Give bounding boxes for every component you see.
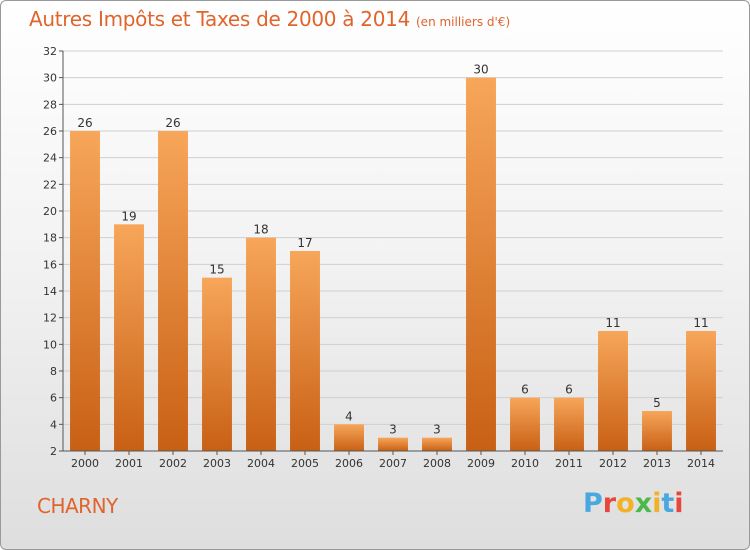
y-tick-label: 14 <box>43 285 57 298</box>
x-tick-label: 2005 <box>291 457 319 470</box>
bar-2011 <box>554 397 584 451</box>
y-tick-label: 22 <box>43 178 57 191</box>
proxiti-logo: Proxiti <box>583 488 684 519</box>
x-tick-label: 2000 <box>71 457 99 470</box>
x-tick-label: 2011 <box>555 457 583 470</box>
logo-letter: P <box>583 488 603 519</box>
bar-2000 <box>70 131 100 451</box>
data-label: 4 <box>345 409 353 423</box>
logo-letter: i <box>652 488 662 519</box>
place-name: CHARNY <box>37 494 118 518</box>
bar-2003 <box>202 277 232 451</box>
data-label: 3 <box>389 423 397 437</box>
x-tick-label: 2013 <box>643 457 671 470</box>
x-tick-label: 2009 <box>467 457 495 470</box>
y-tick-label: 8 <box>50 365 57 378</box>
y-tick-label: 18 <box>43 232 57 245</box>
x-tick-label: 2006 <box>335 457 363 470</box>
chart-title: Autres Impôts et Taxes de 2000 à 2014 (en… <box>29 7 510 31</box>
data-label: 26 <box>165 116 180 130</box>
bar-2002 <box>158 131 188 451</box>
logo-letter: t <box>661 488 675 519</box>
bar-2013 <box>642 411 672 451</box>
y-tick-label: 28 <box>43 98 57 111</box>
data-label: 11 <box>693 316 708 330</box>
y-tick-label: 32 <box>43 45 57 58</box>
logo-letter: o <box>616 488 635 519</box>
data-label: 3 <box>433 423 441 437</box>
bar-2001 <box>114 224 144 451</box>
data-label: 30 <box>473 63 488 77</box>
data-label: 15 <box>209 263 224 277</box>
y-tick-label: 26 <box>43 125 57 138</box>
axes <box>59 50 723 455</box>
y-tick-label: 2 <box>50 445 57 458</box>
x-tick-label: 2010 <box>511 457 539 470</box>
bar-2009 <box>466 77 496 452</box>
bar-2004 <box>246 237 276 451</box>
data-label: 19 <box>121 209 136 223</box>
bar-2014 <box>686 331 716 451</box>
bar-2008 <box>422 437 452 451</box>
bar-2006 <box>334 424 364 451</box>
y-tick-label: 16 <box>43 258 57 271</box>
y-tick-label: 30 <box>43 72 57 85</box>
data-label: 18 <box>253 223 268 237</box>
bar-2010 <box>510 397 540 451</box>
y-tick-label: 6 <box>50 392 57 405</box>
y-tick-label: 4 <box>50 418 57 431</box>
logo-letter: r <box>602 488 617 519</box>
chart-title-text: Autres Impôts et Taxes de 2000 à 2014 <box>29 7 410 31</box>
x-tick-label: 2007 <box>379 457 407 470</box>
bar-2007 <box>378 437 408 451</box>
logo-letter: i <box>674 488 684 519</box>
chart-unit-text: (en milliers d'€) <box>416 15 511 29</box>
bar-2012 <box>598 331 628 451</box>
y-tick-label: 20 <box>43 205 57 218</box>
data-label: 17 <box>297 236 312 250</box>
y-tick-label: 12 <box>43 312 57 325</box>
data-label: 11 <box>605 316 620 330</box>
x-tick-label: 2002 <box>159 457 187 470</box>
x-tick-label: 2008 <box>423 457 451 470</box>
x-tick-label: 2004 <box>247 457 275 470</box>
data-label: 6 <box>565 383 573 397</box>
data-label: 5 <box>653 396 661 410</box>
x-tick-label: 2014 <box>687 457 715 470</box>
x-tick-label: 2012 <box>599 457 627 470</box>
x-tick-label: 2001 <box>115 457 143 470</box>
data-label: 26 <box>77 116 92 130</box>
data-label: 6 <box>521 383 529 397</box>
bars <box>70 77 716 452</box>
x-tick-label: 2003 <box>203 457 231 470</box>
bar-2005 <box>290 251 320 451</box>
labels: 2468101214161820222426283032262000192001… <box>43 45 715 470</box>
logo-letter: x <box>634 488 653 519</box>
y-tick-label: 24 <box>43 152 57 165</box>
y-tick-label: 10 <box>43 338 57 351</box>
